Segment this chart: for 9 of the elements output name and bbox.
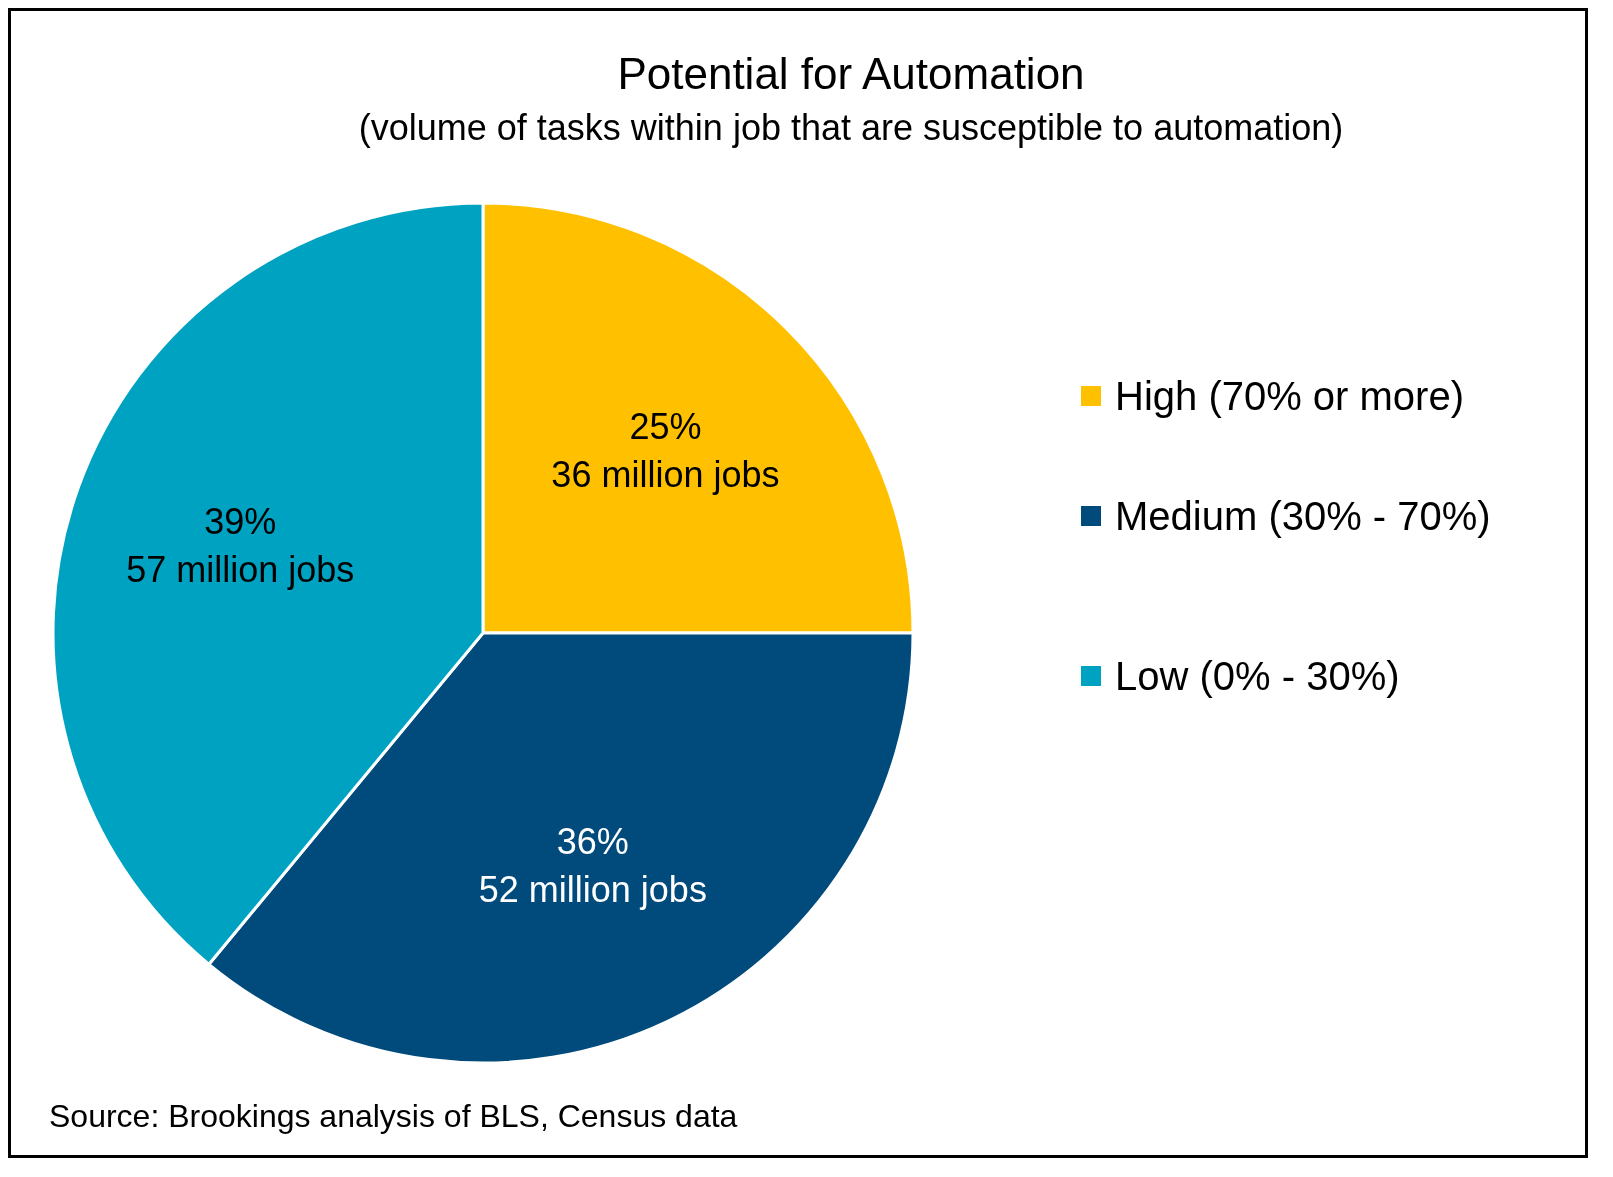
data-label: 36% 52 million jobs xyxy=(478,821,707,911)
source-note: Source: Brookings analysis of BLS, Census data xyxy=(49,1098,738,1135)
legend-label: High (70% or more) xyxy=(1115,373,1465,419)
data-label: 39% 57 million jobs xyxy=(126,500,355,590)
chart-subtitle: (volume of tasks within job that are susceptible to automation) xyxy=(357,107,1345,149)
chart-title: Potential for Automation xyxy=(616,49,1086,99)
legend-label: Medium (30% - 70%) xyxy=(1115,493,1491,539)
data-label: 25% 36 million jobs xyxy=(551,405,780,495)
legend-label: Low (0% - 30%) xyxy=(1115,653,1400,699)
